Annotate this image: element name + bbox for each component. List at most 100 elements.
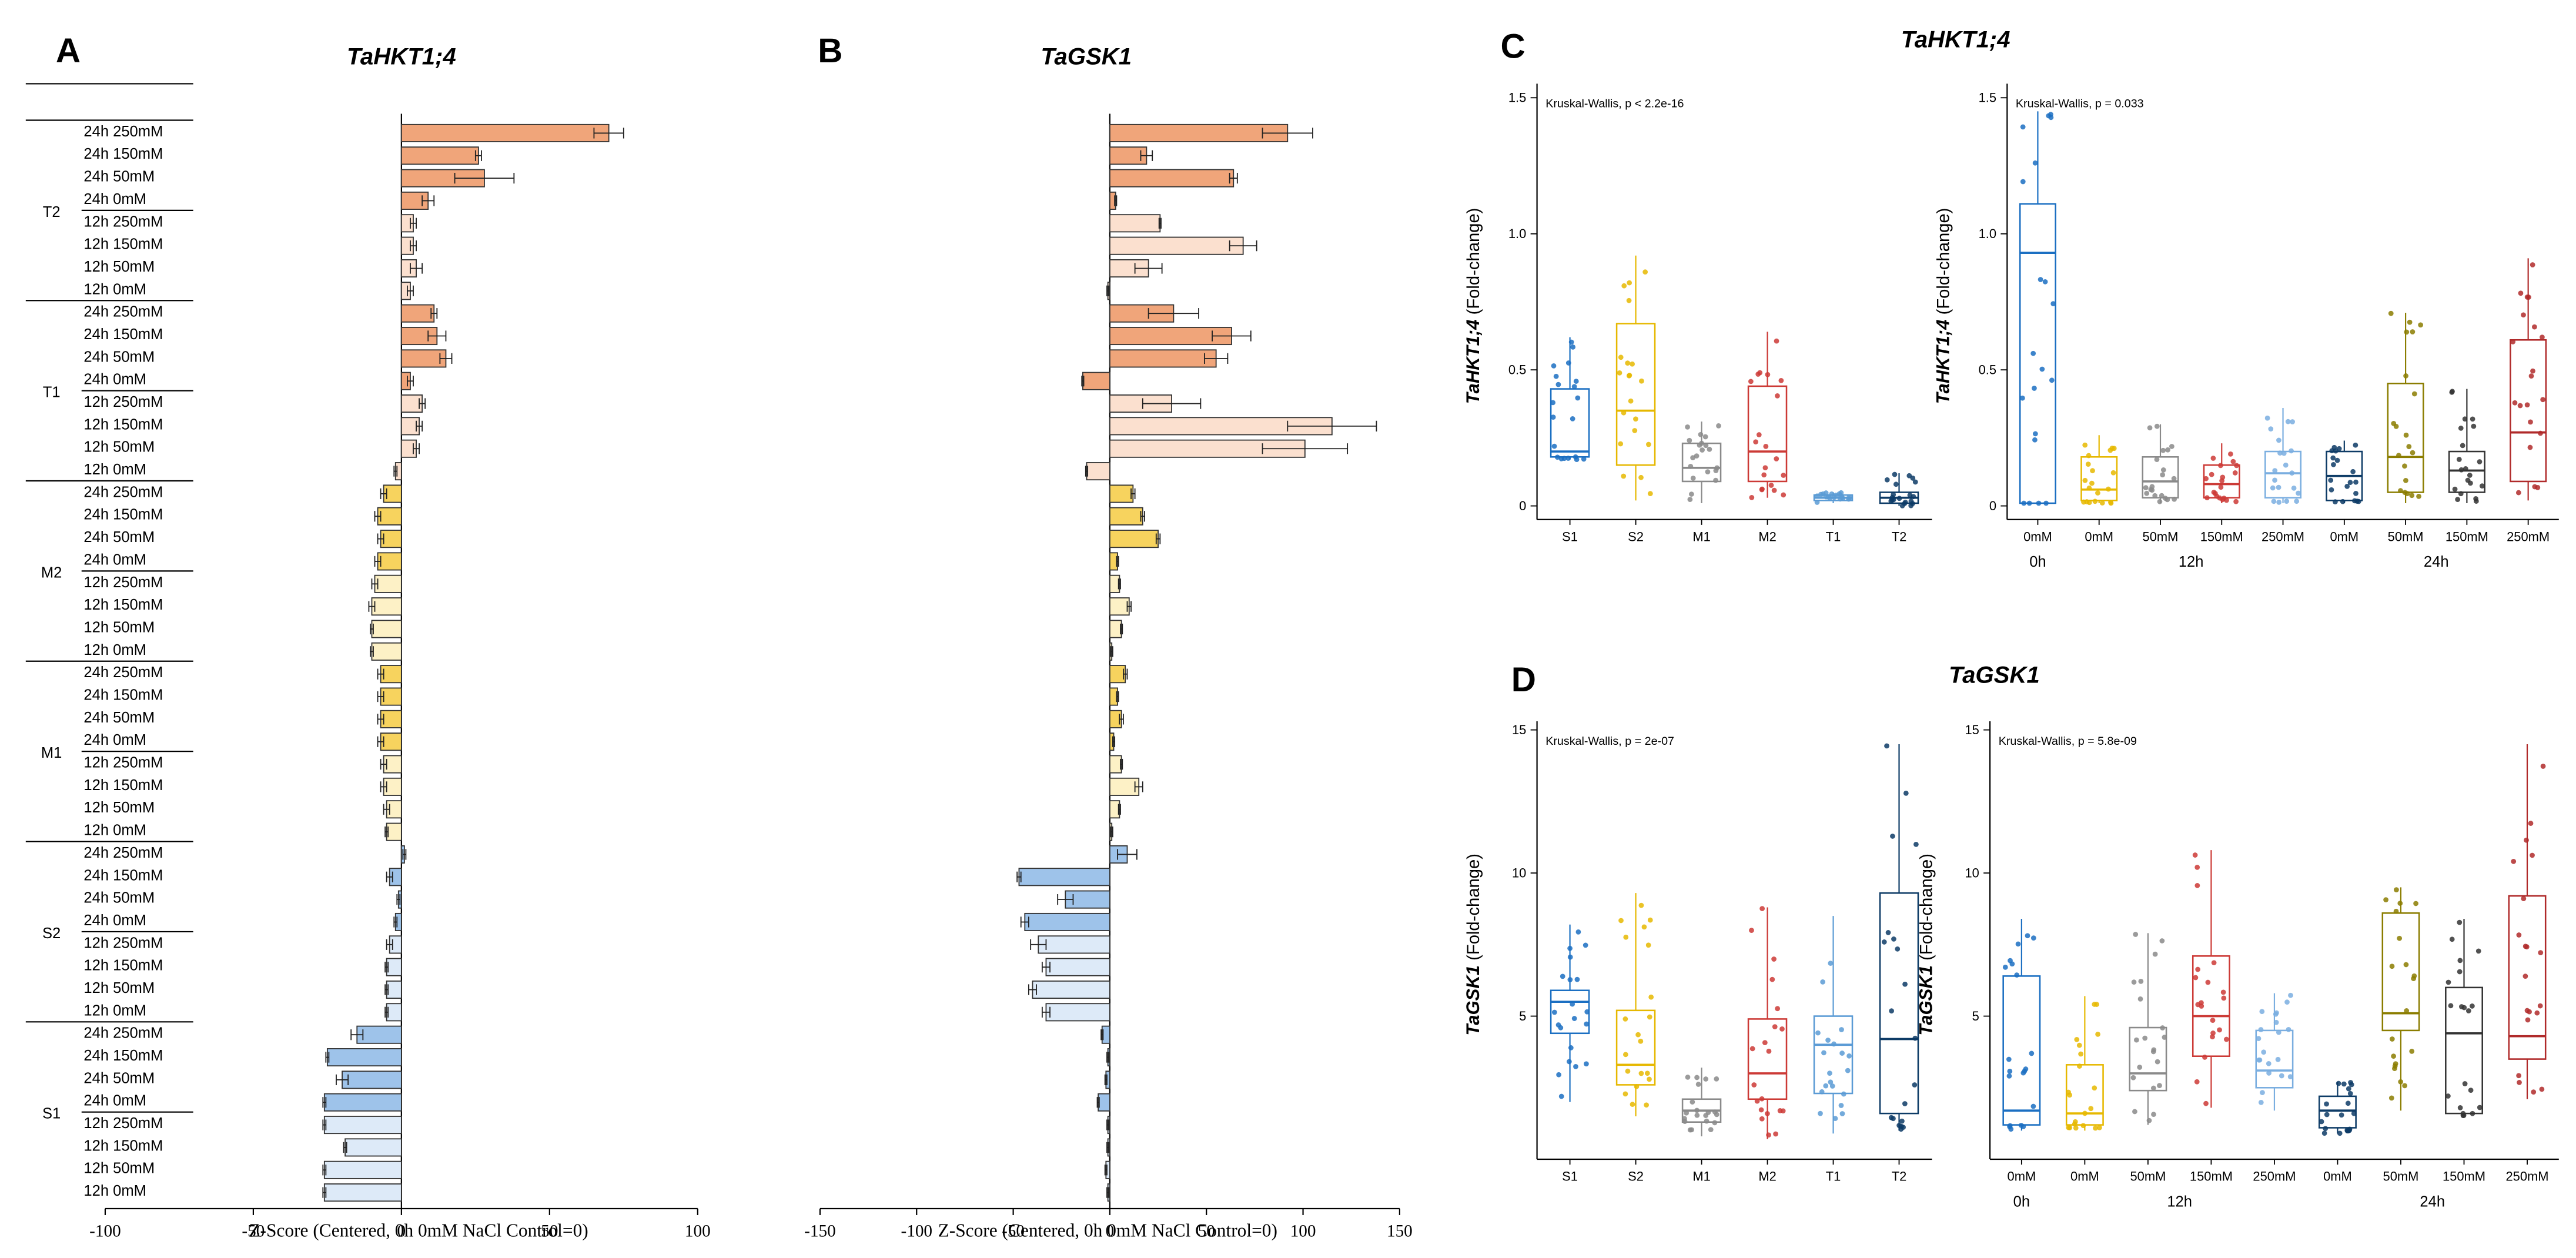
bar [377, 552, 402, 571]
data-point [2080, 1123, 2086, 1129]
y-axis-title: TaHKT1;4 (Fold-change) [1933, 208, 1953, 404]
box [2192, 955, 2230, 1058]
data-point [2155, 1059, 2160, 1065]
x-category-label: 50mM [2143, 529, 2179, 544]
data-point [1884, 743, 1889, 749]
data-point [1584, 1061, 1589, 1067]
data-point [2220, 989, 2226, 995]
data-point [2462, 416, 2468, 422]
data-point [2048, 115, 2054, 121]
data-point [1684, 1110, 1690, 1116]
data-point [2049, 377, 2055, 383]
data-point [1828, 1079, 1834, 1085]
data-point [1714, 1112, 1719, 1118]
box [1615, 323, 1656, 466]
kruskal-wallis-annotation: Kruskal-Wallis, p = 2e-07 [1545, 735, 1674, 748]
data-point [1647, 917, 1653, 923]
data-point [1647, 1014, 1652, 1020]
data-point [2160, 472, 2166, 478]
data-point [2259, 1009, 2265, 1015]
data-point [2066, 1125, 2072, 1130]
bar [400, 146, 479, 165]
data-point [1825, 1038, 1831, 1043]
data-point [2266, 1060, 2271, 1066]
data-point [2090, 468, 2095, 474]
x-category-label: M2 [1758, 529, 1776, 544]
data-point [2410, 329, 2416, 334]
category-label: 24h 150mM [83, 687, 163, 704]
data-point [1902, 981, 1908, 987]
data-point [1749, 1046, 1755, 1052]
data-point [2233, 498, 2239, 504]
bar [1109, 326, 1232, 346]
data-point [2154, 423, 2160, 429]
data-point [1554, 454, 1560, 460]
data-point [1819, 1089, 1825, 1095]
data-point [1845, 1068, 1851, 1073]
data-point [2538, 950, 2544, 955]
data-point [2329, 448, 2335, 454]
category-label: 12h 0mM [83, 1002, 146, 1019]
panel-d-letter: D [1511, 661, 1536, 699]
data-point [2413, 901, 2418, 906]
x-category-label: 150mM [2445, 529, 2488, 544]
data-point [2456, 457, 2462, 462]
data-point [2333, 448, 2339, 454]
bar [1024, 912, 1110, 932]
data-point [2009, 961, 2015, 967]
data-point [1617, 370, 1622, 376]
data-point [2154, 457, 2160, 462]
data-point [1763, 443, 1769, 449]
bar [1018, 868, 1110, 886]
data-point [2531, 1089, 2537, 1095]
category-label: 24h 250mM [83, 1025, 163, 1042]
data-point [1839, 1050, 1845, 1056]
category-label: 12h 150mM [83, 597, 163, 613]
data-point [2289, 448, 2294, 454]
data-point [2082, 477, 2088, 483]
data-point [2086, 485, 2092, 491]
y-tick-label: 10 [1512, 865, 1526, 880]
data-point [1647, 491, 1653, 497]
y-axis-title-gene: TaGSK1 [1916, 965, 1936, 1036]
data-point [2516, 1073, 2521, 1079]
data-point [2540, 397, 2545, 403]
x-tick-label: 100 [1290, 1222, 1316, 1240]
data-point [1688, 491, 1694, 497]
category-label: 24h 0mM [83, 372, 146, 388]
data-point [2050, 301, 2056, 307]
data-point [2534, 1010, 2540, 1016]
data-point [2528, 373, 2534, 379]
bar [1109, 214, 1161, 233]
data-point [2159, 938, 2165, 944]
data-point [1818, 1110, 1823, 1116]
panel-c: C TaHKT1;4 0 0.5 1.0 1.5 TaHKT1;4 (Fold-chan… [1463, 26, 2559, 570]
data-point [1567, 945, 1573, 951]
data-point [2540, 764, 2546, 769]
data-point [2477, 459, 2483, 464]
data-point [2211, 960, 2217, 966]
data-point [2402, 490, 2408, 496]
data-point [2404, 329, 2410, 335]
data-point [2348, 1080, 2353, 1085]
data-point [2205, 979, 2211, 985]
data-point [2346, 1086, 2351, 1092]
data-point [2092, 1002, 2097, 1007]
data-point [2460, 443, 2465, 449]
data-point [2043, 500, 2049, 506]
data-point [2137, 1065, 2143, 1070]
data-point [1759, 487, 1765, 493]
data-point [1626, 373, 1632, 379]
data-point [2025, 933, 2030, 939]
data-point [1891, 1116, 1896, 1122]
data-point [2457, 919, 2463, 925]
bar [1109, 236, 1244, 255]
box [1813, 1015, 1854, 1095]
data-point [1623, 934, 1629, 940]
data-point [1762, 1040, 1768, 1045]
data-point [2403, 478, 2408, 483]
y-tick-label: 1.0 [1979, 226, 1996, 241]
data-point [2524, 837, 2529, 843]
data-point [2468, 1088, 2474, 1093]
data-point [2403, 373, 2408, 379]
